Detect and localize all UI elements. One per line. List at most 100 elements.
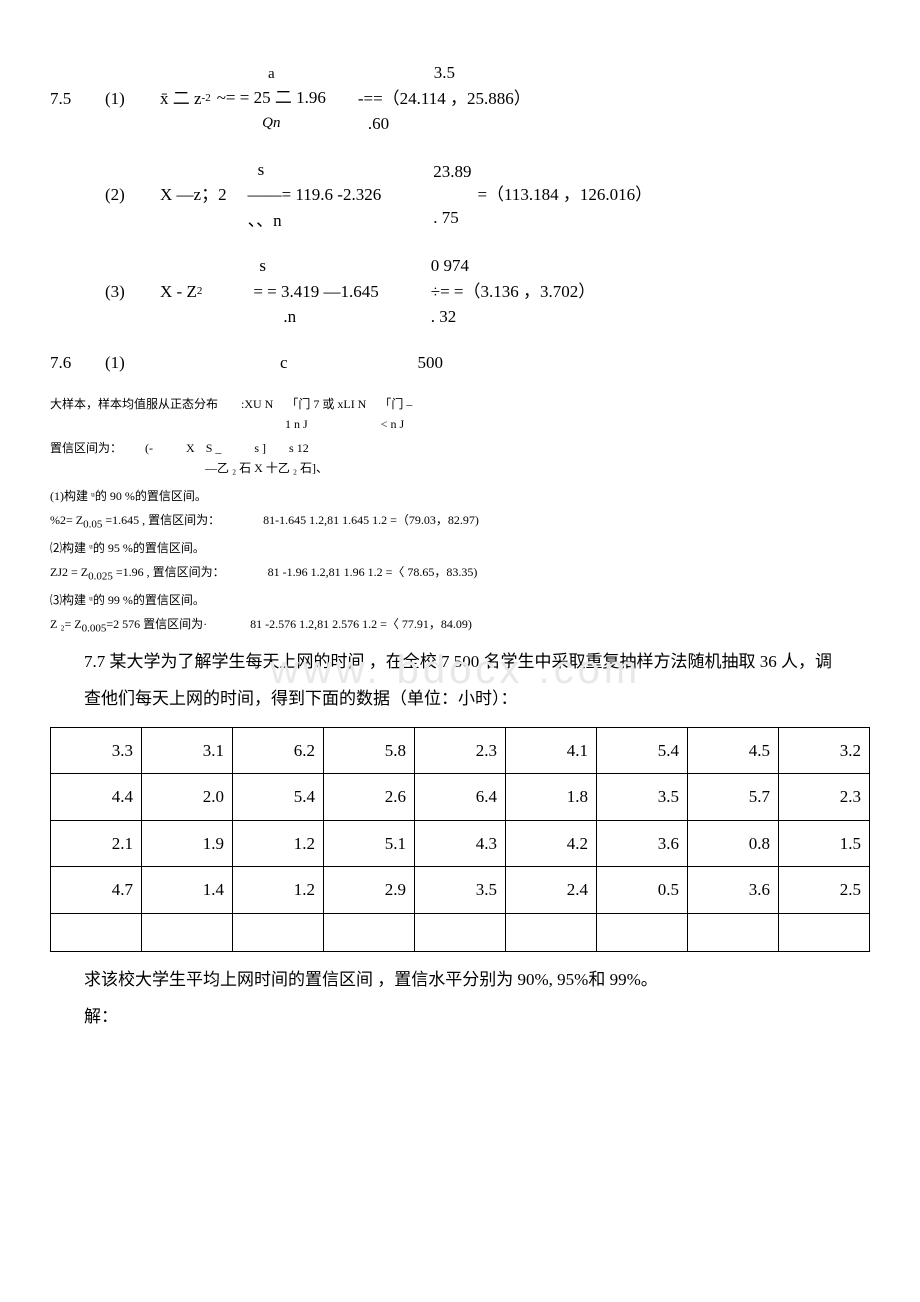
eq-result: -==（24.114 ，25.886） (358, 86, 531, 112)
equation-7-5-3: (3) X - Z 2 s = = 3.419 —1.645 .n 0 974 … (50, 253, 870, 330)
ci-95-label: ⑵构建 ᵘ的 95 %的置信区间。 (50, 539, 870, 557)
table-row (51, 913, 870, 951)
frac-top: s (259, 253, 266, 279)
ci-99-calc: Z ₂= Z0.005=2 576 置信区间为· 81 -2.576 1.2,8… (50, 615, 870, 637)
table-cell: 3.6 (597, 820, 688, 867)
equation-7-6-1: 7.6 (1) c 500 (50, 350, 870, 376)
table-row: 4.42.05.42.66.41.83.55.72.3 (51, 774, 870, 821)
ci-90-label: (1)构建 ᵘ的 90 %的置信区间。 (50, 487, 870, 505)
table-cell (324, 913, 415, 951)
table-cell: 4.2 (506, 820, 597, 867)
derivation-line-2: 置信区间为： (- X S _ s ] s 12 (50, 439, 870, 457)
table-cell: 6.4 (415, 774, 506, 821)
table-cell: 5.1 (324, 820, 415, 867)
table-cell: 1.2 (233, 820, 324, 867)
table-cell: 0.8 (688, 820, 779, 867)
frac-bot: Qn (262, 111, 280, 135)
eq-lhs: X —z；2 (160, 182, 227, 208)
table-cell: 1.9 (142, 820, 233, 867)
table-cell: 1.4 (142, 867, 233, 914)
problem-7-7-answer-label: 解： (50, 1004, 870, 1030)
eq-lhs: X - Z (160, 279, 197, 305)
table-cell: 3.1 (142, 727, 233, 774)
eq-lhs: x̄ 二 z (160, 86, 202, 112)
eq-label: 7.5 (50, 86, 105, 112)
table-cell: 5.7 (688, 774, 779, 821)
table-cell (233, 913, 324, 951)
table-cell: 2.9 (324, 867, 415, 914)
eq-line2: ——= 119.6 -2.326 (248, 182, 382, 208)
table-cell: 2.4 (506, 867, 597, 914)
table-cell: 2.6 (324, 774, 415, 821)
table-cell: 3.5 (597, 774, 688, 821)
frac-top: a (268, 63, 275, 86)
table-cell (597, 913, 688, 951)
table-cell: 6.2 (233, 727, 324, 774)
table-cell: 0.5 (597, 867, 688, 914)
table-cell (688, 913, 779, 951)
table-cell (506, 913, 597, 951)
frac2-top: 23.89 (433, 159, 471, 185)
table-cell: 2.0 (142, 774, 233, 821)
table-cell: 5.4 (597, 727, 688, 774)
table-row: 4.71.41.22.93.52.40.53.62.5 (51, 867, 870, 914)
eq-number: (2) (105, 182, 160, 208)
table-cell: 2.3 (779, 774, 870, 821)
eq-number: (1) (105, 350, 160, 376)
table-cell: 4.1 (506, 727, 597, 774)
equation-7-5-1: 7.5 (1) x̄ 二 z -2 a ~= = 25 二 1.96 Qn 3.… (50, 60, 870, 137)
ci-99-label: ⑶构建 ᵘ的 99 %的置信区间。 (50, 591, 870, 609)
table-row: 3.33.16.25.82.34.15.44.53.2 (51, 727, 870, 774)
eq-line2: = = 3.419 —1.645 (253, 279, 378, 305)
problem-7-7-question: 求该校大学生平均上网时间的置信区间 ，置信水平分别为 90%, 95%和 99%… (50, 967, 870, 993)
table-cell (415, 913, 506, 951)
derivation-line-2-sub: —乙 ₂ 石 X 十乙 ₂ 石]、 (205, 459, 870, 477)
frac2-top: 3.5 (434, 60, 455, 86)
equation-7-5-2: (2) X —z；2 s ——= 119.6 -2.326 、、n 23.89 … (50, 157, 870, 234)
derivation-line-1-sub: 1 n J < n J (285, 415, 870, 433)
ci-90-calc: %2= Z0.05 =1.645 , 置信区间为： 81-1.645 1.2,8… (50, 511, 870, 533)
table-cell: 3.5 (415, 867, 506, 914)
table-cell (142, 913, 233, 951)
table-cell: 4.3 (415, 820, 506, 867)
eq-number: (3) (105, 279, 160, 305)
eq-sub: -2 (202, 90, 211, 107)
table-cell (51, 913, 142, 951)
watermark: www. bdocx .com (270, 640, 641, 700)
eq-number: (1) (105, 86, 160, 112)
frac-top: s (258, 157, 265, 183)
eq-var: c (280, 350, 288, 376)
table-cell: 1.8 (506, 774, 597, 821)
eq-label: 7.6 (50, 350, 105, 376)
frac2-bot: . 75 (433, 205, 459, 231)
derivation-block: 大样本，样本均值服从正态分布 :XU N 「门 7 或 xLI N 「门 – 1… (50, 395, 870, 637)
frac2-bot: . 32 (431, 304, 457, 330)
table-cell: 2.1 (51, 820, 142, 867)
eq-val: 500 (418, 350, 444, 376)
table-cell: 4.7 (51, 867, 142, 914)
eq-result: =（113.184 ，126.016） (477, 182, 652, 208)
table-cell: 1.5 (779, 820, 870, 867)
frac2-bot: .60 (368, 111, 389, 137)
table-row: 2.11.91.25.14.34.23.60.81.5 (51, 820, 870, 867)
eq-content: X —z；2 s ——= 119.6 -2.326 、、n 23.89 . 75… (160, 157, 870, 234)
table-cell: 3.3 (51, 727, 142, 774)
table-cell: 4.5 (688, 727, 779, 774)
table-cell: 1.2 (233, 867, 324, 914)
table-cell: 5.4 (233, 774, 324, 821)
eq-mid: ~= = 25 二 1.96 (217, 85, 326, 111)
internet-hours-table: 3.33.16.25.82.34.15.44.53.24.42.05.42.66… (50, 727, 870, 952)
eq-content: X - Z 2 s = = 3.419 —1.645 .n 0 974 ÷= =… (160, 253, 870, 330)
eq-result: ÷= =（3.136 ，3.702） (431, 279, 596, 305)
eq-line3: 、、n (248, 208, 282, 234)
derivation-line-1: 大样本，样本均值服从正态分布 :XU N 「门 7 或 xLI N 「门 – (50, 395, 870, 413)
eq-sub: 2 (197, 283, 203, 300)
ci-95-calc: ZJ2 = Z0.025 =1.96 , 置信区间为： 81 -1.96 1.2… (50, 563, 870, 585)
table-cell (779, 913, 870, 951)
eq-content: x̄ 二 z -2 a ~= = 25 二 1.96 Qn 3.5 -==（24… (160, 60, 870, 137)
table-cell: 5.8 (324, 727, 415, 774)
eq-content: c 500 (160, 350, 870, 376)
table-cell: 4.4 (51, 774, 142, 821)
table-cell: 2.3 (415, 727, 506, 774)
eq-line3: .n (283, 304, 296, 330)
